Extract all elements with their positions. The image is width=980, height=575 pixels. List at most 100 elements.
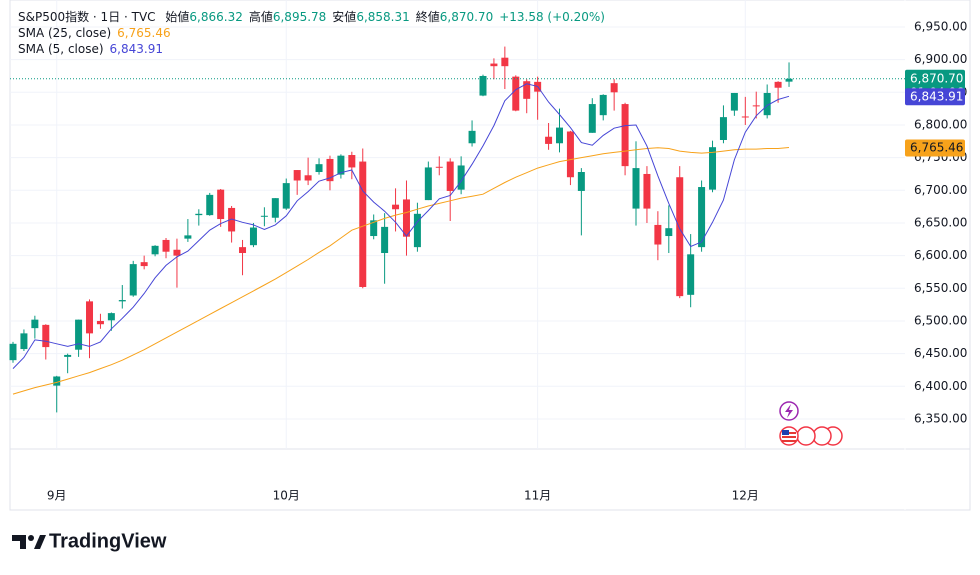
- candle-body: [643, 173, 651, 209]
- candle-body: [228, 207, 236, 232]
- sma-value: 6,765.46: [117, 26, 171, 40]
- candle-body: [9, 343, 17, 361]
- candle-body: [424, 167, 432, 201]
- candle-body: [501, 57, 509, 67]
- candle-body: [162, 239, 170, 252]
- candle-body: [687, 254, 695, 295]
- candle-body: [107, 313, 115, 321]
- y-tick-label: 6,400.00: [914, 379, 967, 393]
- legend-change: +13.58 (+0.20%): [499, 10, 605, 24]
- legend-value: 6,870.70: [439, 10, 494, 24]
- legend-label: 始値: [165, 10, 190, 24]
- sma-badge-label: 6,843.91: [910, 89, 963, 103]
- candle-body: [195, 213, 203, 216]
- candle-body: [490, 63, 498, 67]
- candle-body: [20, 333, 28, 350]
- y-tick-label: 6,650.00: [914, 215, 967, 229]
- candle-body: [774, 81, 782, 88]
- candle-body: [151, 245, 159, 255]
- candle-body: [763, 92, 771, 116]
- candle-body: [709, 147, 717, 190]
- y-tick-label: 6,500.00: [914, 313, 967, 327]
- y-tick-label: 6,900.00: [914, 52, 967, 66]
- candle-body: [64, 354, 72, 357]
- candle-body: [173, 249, 181, 256]
- candle-body: [588, 104, 596, 133]
- candle-body: [479, 75, 487, 96]
- candle-body: [610, 83, 618, 93]
- candle-body: [752, 105, 760, 107]
- legend: S&P500指数 · 1日 · TVC 始値6,866.32 高値6,895.78…: [18, 9, 605, 57]
- legend-label: 安値: [332, 10, 357, 24]
- y-tick-label: 6,700.00: [914, 183, 967, 197]
- candle-body: [370, 220, 378, 237]
- grid: [10, 0, 905, 449]
- candle-body: [315, 164, 323, 173]
- legend-label: 高値: [248, 10, 273, 24]
- candle-body: [260, 215, 268, 217]
- lightning: [785, 404, 793, 418]
- ohlc-legend: S&P500指数 · 1日 · TVC 始値6,866.32 高値6,895.78…: [18, 9, 605, 25]
- candle-body: [566, 131, 574, 178]
- candle-body: [632, 168, 640, 209]
- sma-badge: [905, 139, 965, 157]
- event-icons: [779, 401, 843, 446]
- legend-value: 6,866.32: [189, 10, 243, 24]
- candle-body: [676, 177, 684, 297]
- x-tick-label: 9月: [47, 489, 67, 503]
- sma-legend: SMA (5, close) 6,843.91: [18, 41, 605, 57]
- candle-body: [348, 155, 356, 168]
- candle-body: [730, 92, 738, 111]
- sma-badge: [905, 88, 965, 106]
- candle-body: [599, 94, 607, 116]
- y-tick-label: 6,550.00: [914, 281, 967, 295]
- candle-body: [741, 116, 749, 118]
- sma-name: SMA (5, close): [18, 42, 104, 56]
- candle-body: [381, 226, 389, 254]
- candle-body: [217, 189, 225, 220]
- candle-body: [118, 300, 126, 302]
- candle-body: [42, 324, 50, 348]
- candle-body: [719, 117, 727, 140]
- plot: [9, 46, 905, 413]
- candle-body: [654, 224, 662, 245]
- candle-body: [665, 228, 673, 237]
- candle-body: [96, 320, 104, 325]
- y-tick-label: 6,800.00: [914, 117, 967, 131]
- candle-body: [413, 213, 421, 248]
- last-price-label: 6,870.70: [910, 71, 963, 85]
- y-tick-label: 6,450.00: [914, 346, 967, 360]
- brand-name: TradingView: [49, 530, 167, 552]
- sma-line: [12, 83, 790, 369]
- candle-body: [31, 319, 39, 329]
- candle-body: [249, 227, 257, 246]
- y-tick-label: 6,350.00: [914, 411, 967, 425]
- candle-body: [86, 301, 94, 334]
- candle-body: [621, 104, 629, 167]
- candle-body: [435, 166, 443, 168]
- sma-line: [12, 147, 790, 395]
- candle-body: [698, 187, 706, 248]
- x-tick-label: 10月: [273, 489, 300, 503]
- candle-body: [402, 199, 410, 237]
- candle-body: [577, 172, 585, 191]
- candle-body: [206, 194, 214, 216]
- candle-body: [140, 262, 148, 267]
- legend-value: 6,895.78: [272, 10, 327, 24]
- y-tick-label: 6,600.00: [914, 248, 967, 262]
- candle-body: [53, 376, 61, 386]
- candle-body: [326, 158, 334, 182]
- frame: [9, 0, 971, 511]
- candle-body: [282, 183, 290, 209]
- candle-body: [129, 264, 137, 296]
- candle-body: [293, 170, 301, 181]
- y-tick-label: 6,950.00: [914, 19, 967, 33]
- legend-label: 終値: [415, 10, 440, 24]
- axis: 6,950.006,900.006,850.006,800.006,750.00…: [47, 19, 968, 502]
- brand-logo: TradingView: [12, 530, 167, 552]
- candle-body: [545, 136, 553, 144]
- candle-body: [337, 155, 345, 175]
- flag-icons: [779, 426, 843, 446]
